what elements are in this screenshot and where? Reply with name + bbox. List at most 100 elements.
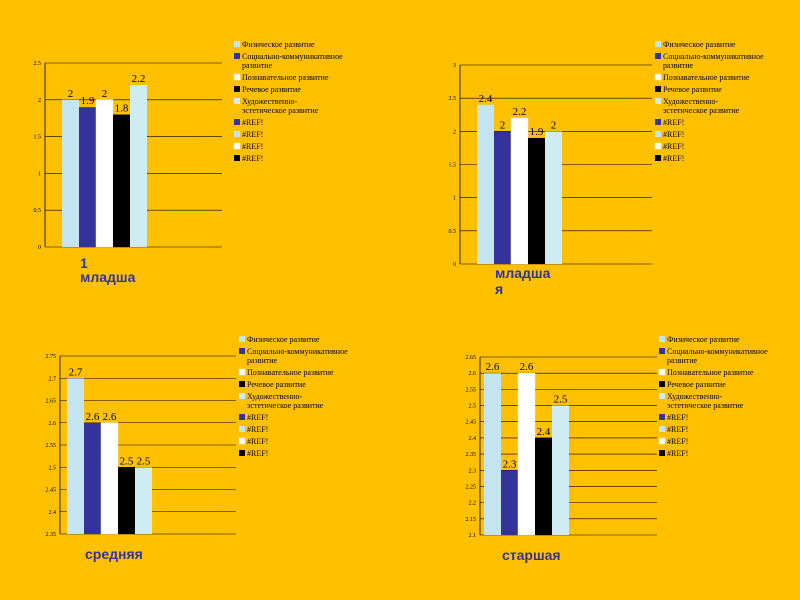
bar bbox=[113, 114, 130, 248]
legend-swatch bbox=[654, 142, 662, 150]
data-label: 2 bbox=[102, 88, 108, 100]
legend-swatch bbox=[659, 381, 665, 387]
data-label: 2.4 bbox=[537, 426, 551, 438]
y-tick-label: 2.5 bbox=[469, 404, 477, 410]
legend-swatch bbox=[238, 437, 246, 445]
y-tick-label: 2.15 bbox=[466, 517, 477, 523]
legend-entry: Физическое развитие bbox=[247, 335, 320, 344]
y-tick-label: 1.5 bbox=[449, 163, 457, 169]
bar bbox=[135, 467, 152, 534]
legend-entry: Художественно-эстетическое развитие bbox=[247, 392, 324, 410]
data-label: 2.5 bbox=[554, 394, 568, 406]
y-tick-label: 1 bbox=[453, 196, 456, 202]
legend-entry: #REF! bbox=[247, 425, 268, 434]
data-label: 2.6 bbox=[520, 361, 534, 373]
legend-entry: #REF! bbox=[247, 449, 268, 458]
bar bbox=[528, 137, 545, 264]
legend: Физическое развитие Социально-коммуникати… bbox=[654, 40, 764, 163]
legend-entry: #REF! bbox=[242, 142, 263, 151]
legend-swatch bbox=[659, 450, 665, 456]
bar bbox=[100, 422, 119, 535]
legend-entry: Познавательное развитие bbox=[663, 73, 750, 82]
bar bbox=[62, 99, 79, 247]
legend-swatch bbox=[659, 348, 665, 354]
legend-entry: #REF! bbox=[667, 449, 688, 458]
y-tick-label: 2.25 bbox=[466, 484, 477, 490]
legend-swatch bbox=[659, 393, 665, 399]
data-label: 2.2 bbox=[132, 73, 146, 85]
bar bbox=[95, 99, 114, 248]
legend-swatch bbox=[239, 426, 245, 432]
bar bbox=[484, 373, 501, 535]
legend: Физическое развитие Социально-коммуникати… bbox=[233, 40, 343, 163]
data-label: 2.5 bbox=[120, 455, 134, 467]
data-label: 2.6 bbox=[486, 361, 500, 373]
data-label: 1.8 bbox=[115, 103, 129, 115]
bar bbox=[517, 372, 536, 536]
legend-swatch bbox=[659, 336, 665, 342]
data-label: 2 bbox=[551, 119, 557, 131]
data-label: 2.7 bbox=[69, 366, 83, 378]
legend-entry: Художественно-эстетическое развитие bbox=[663, 97, 740, 115]
legend-swatch bbox=[234, 86, 240, 92]
y-tick-label: 2.1 bbox=[469, 533, 477, 539]
bar bbox=[477, 104, 494, 264]
y-tick-label: 2.45 bbox=[466, 420, 477, 426]
bar bbox=[130, 85, 147, 247]
legend-entry: Социально-коммуникативное развитие bbox=[663, 52, 764, 70]
legend-swatch bbox=[655, 41, 661, 47]
y-tick-label: 2.6 bbox=[469, 371, 477, 377]
legend-entry: Речевое развитие bbox=[242, 85, 301, 94]
y-tick-label: 2.65 bbox=[466, 355, 477, 361]
y-tick-label: 1.5 bbox=[34, 135, 42, 141]
data-label: 2 bbox=[68, 88, 74, 100]
legend-entry: #REF! bbox=[247, 413, 268, 422]
legend-entry: Познавательное развитие bbox=[242, 73, 329, 82]
legend-entry: Социально-коммуникативное развитие bbox=[242, 52, 343, 70]
y-tick-label: 0.5 bbox=[34, 208, 42, 214]
bar bbox=[67, 378, 84, 534]
y-tick-label: 3 bbox=[453, 63, 456, 69]
legend-swatch bbox=[654, 73, 662, 81]
legend-swatch bbox=[234, 119, 240, 125]
y-tick-label: 2.6 bbox=[49, 421, 57, 427]
legend-swatch bbox=[239, 381, 245, 387]
data-label: 2.5 bbox=[137, 455, 151, 467]
legend-swatch bbox=[239, 393, 245, 399]
legend-entry: Речевое развитие bbox=[247, 380, 306, 389]
bar bbox=[84, 422, 101, 534]
legend-swatch bbox=[234, 53, 240, 59]
y-tick-label: 2.7 bbox=[49, 376, 57, 382]
legend-entry: #REF! bbox=[667, 425, 688, 434]
y-tick-label: 2.5 bbox=[449, 96, 457, 102]
group-label: старшая bbox=[502, 547, 561, 563]
legend: Физическое развитие Социально-коммуникати… bbox=[658, 335, 768, 458]
legend-swatch bbox=[233, 73, 241, 81]
data-label: 1.9 bbox=[530, 126, 544, 138]
legend-entry: Художественно-эстетическое развитие bbox=[242, 97, 319, 115]
y-tick-label: 2.55 bbox=[466, 387, 477, 393]
legend-entry: #REF! bbox=[247, 437, 268, 446]
chart-2: 0 0.5 1 1.5 2 2.5 3 2.4 2 2.21.9 2 Физическое разви… bbox=[449, 40, 765, 297]
group-label: 1 младша bbox=[80, 255, 136, 285]
group-label: 2 младша я bbox=[495, 249, 551, 297]
legend-swatch bbox=[658, 368, 666, 376]
y-tick-label: 2 bbox=[453, 129, 456, 135]
legend-entry: #REF! bbox=[663, 154, 684, 163]
y-tick-label: 2.75 bbox=[46, 354, 57, 360]
bar bbox=[79, 107, 96, 247]
legend-entry: Социально-коммуникативное развитие bbox=[667, 347, 768, 365]
legend-swatch bbox=[659, 426, 665, 432]
data-label: 2 bbox=[500, 119, 506, 131]
chart-4: 2.1 2.15 2.2 2.25 2.3 2.35 2.4 2.45 2.5 2.55 2.6 2.… bbox=[466, 335, 769, 563]
y-tick-label: 2.55 bbox=[46, 443, 57, 449]
legend-entry: #REF! bbox=[667, 413, 688, 422]
bar bbox=[552, 405, 569, 535]
y-tick-label: 0 bbox=[453, 262, 456, 268]
legend-swatch bbox=[655, 98, 661, 104]
legend-swatch bbox=[655, 131, 661, 137]
data-label: 2.2 bbox=[513, 106, 527, 118]
chart-3: 2.352.42.452.52.552.62.652.72.752.72.6 2.… bbox=[46, 335, 349, 562]
legend-swatch bbox=[239, 336, 245, 342]
y-tick-label: 2.65 bbox=[46, 399, 57, 405]
